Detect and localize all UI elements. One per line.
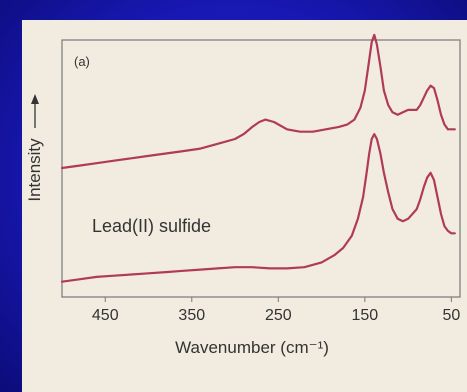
chart-figure: 450 350 250 150 50 (a) Lead(II) sulfide Inte… <box>22 20 467 392</box>
chart-canvas: 450 350 250 150 50 (a) Lead(II) sulfide Inte… <box>25 33 461 357</box>
y-axis-label-group: Intensity <box>25 94 44 202</box>
x-axis-ticks: 450 350 250 150 50 <box>92 297 460 324</box>
x-tick-label-150: 150 <box>351 307 378 324</box>
x-axis-label: Wavenumber (cm⁻¹) <box>175 338 329 357</box>
series-annotation-lead-sulfide: Lead(II) sulfide <box>92 216 211 236</box>
series-group <box>60 33 456 283</box>
series-line-lead-sulfide <box>60 133 456 283</box>
x-tick-label-250: 250 <box>265 307 292 324</box>
y-axis-arrow-head <box>31 94 39 104</box>
x-tick-label-350: 350 <box>178 307 205 324</box>
plot-frame <box>61 39 461 298</box>
series-line-upper <box>60 33 456 170</box>
x-tick-label-450: 450 <box>92 307 119 324</box>
y-axis-label: Intensity <box>25 138 44 202</box>
panel-label: (a) <box>74 54 90 69</box>
x-tick-label-50: 50 <box>442 307 460 324</box>
